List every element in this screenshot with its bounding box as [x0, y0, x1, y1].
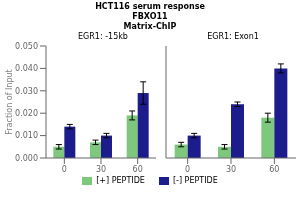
svg-text:30: 30 — [96, 165, 106, 174]
html-text:EGR1: Exon1: EGR1: Exon1 — [207, 32, 259, 41]
svg-text:0: 0 — [185, 165, 190, 174]
svg-text:60: 60 — [133, 165, 143, 174]
svg-text:0.040: 0.040 — [15, 64, 38, 73]
svg-text:0.020: 0.020 — [15, 109, 38, 118]
html-text:FBXO11: FBXO11 — [132, 12, 168, 21]
html-text:Matrix-ChIP: Matrix-ChIP — [123, 22, 177, 31]
svg-text:0.050: 0.050 — [15, 42, 38, 51]
svg-text:0.010: 0.010 — [15, 131, 38, 140]
svg-text:0.030: 0.030 — [15, 87, 38, 96]
svg-text:60: 60 — [269, 165, 279, 174]
svg-text:Fraction of Input: Fraction of Input — [8, 69, 14, 134]
svg-text:30: 30 — [226, 165, 236, 174]
html-text:[-] PEPTIDE: [-] PEPTIDE — [172, 176, 218, 185]
svg-text:0.000: 0.000 — [15, 154, 38, 163]
svg-text:0: 0 — [62, 165, 67, 174]
html-text:HCT116 serum response: HCT116 serum response — [95, 2, 205, 11]
html-text:EGR1: -15kb: EGR1: -15kb — [78, 32, 128, 41]
html-text:[+] PEPTIDE: [+] PEPTIDE — [96, 176, 145, 185]
